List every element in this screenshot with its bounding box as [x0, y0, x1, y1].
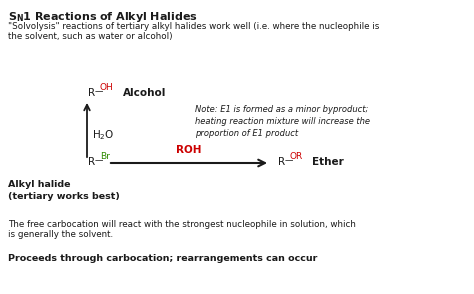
Text: Note: E1 is formed as a minor byproduct;
heating reaction mixture will increase : Note: E1 is formed as a minor byproduct;… [195, 105, 370, 138]
Text: —: — [95, 156, 103, 165]
Text: OR: OR [290, 152, 303, 161]
Text: —: — [285, 156, 293, 165]
Text: —: — [95, 87, 103, 96]
Text: OH: OH [100, 83, 114, 92]
Text: "Solvolysis" reactions of tertiary alkyl halides work well (i.e. where the nucle: "Solvolysis" reactions of tertiary alkyl… [8, 22, 379, 41]
Text: Proceeds through carbocation; rearrangements can occur: Proceeds through carbocation; rearrangem… [8, 254, 318, 263]
Text: Ether: Ether [312, 157, 344, 167]
Text: R: R [88, 88, 95, 98]
Text: R: R [88, 157, 95, 167]
Text: Alcohol: Alcohol [123, 88, 166, 98]
Text: H$_2$O: H$_2$O [92, 128, 114, 142]
Text: $\mathbf{S_N}$$\mathbf{1}$ $\mathbf{Reactions\ of\ Alkyl\ Halides}$: $\mathbf{S_N}$$\mathbf{1}$ $\mathbf{Reac… [8, 10, 198, 24]
Text: Alkyl halide
(tertiary works best): Alkyl halide (tertiary works best) [8, 180, 120, 201]
Text: Br: Br [100, 152, 110, 161]
Text: The free carbocation will react with the strongest nucleophile in solution, whic: The free carbocation will react with the… [8, 220, 356, 239]
Text: R: R [278, 157, 285, 167]
Text: ROH: ROH [176, 145, 202, 155]
